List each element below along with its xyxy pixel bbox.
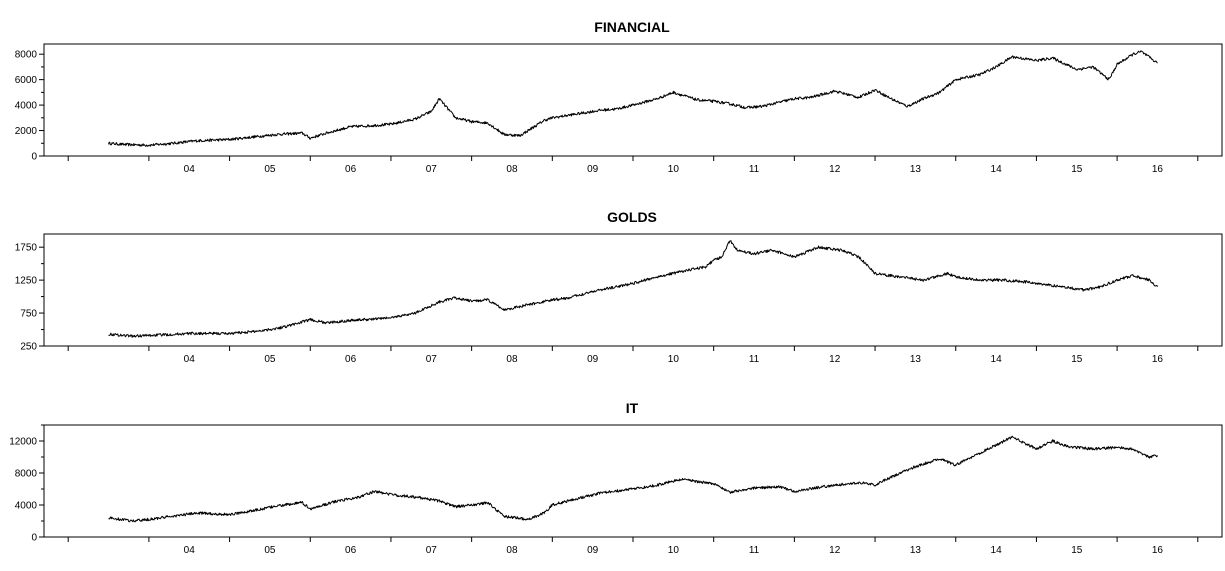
y-tick-label: 2000 (15, 126, 38, 137)
x-tick-label: 04 (184, 545, 196, 556)
y-tick-label: 12000 (9, 437, 37, 448)
chart-it: IT 0 4000 8000 12000 04 05 06 07 08 09 10 11 12 13 14 1… (0, 381, 1225, 571)
chart-title: GOLDS (607, 209, 657, 225)
x-tick-label: 12 (829, 164, 841, 175)
x-tick-label: 06 (345, 545, 357, 556)
y-tick-label: 4000 (15, 501, 38, 512)
series-line (108, 240, 1158, 338)
x-tick-label: 04 (184, 354, 196, 365)
series-line (108, 50, 1158, 147)
x-tick-label: 16 (1152, 164, 1164, 175)
plot-frame (43, 424, 1223, 538)
y-tick-label: 8000 (15, 469, 38, 480)
x-tick-label: 05 (264, 354, 276, 365)
y-tick-label: 4000 (15, 101, 38, 112)
x-tick-label: 14 (991, 545, 1003, 556)
financial-svg: FINANCIAL 0 2000 4000 6000 8000 04 05 06 07 08 09 1… (15, 19, 1223, 175)
x-tick-label: 09 (587, 164, 599, 175)
plot-frame (43, 233, 1223, 347)
x-tick-label: 12 (829, 354, 841, 365)
y-tick-label: 1750 (15, 243, 38, 254)
y-tick-label: 1250 (15, 276, 38, 287)
x-tick-label: 07 (426, 164, 438, 175)
x-tick-label: 16 (1152, 545, 1164, 556)
y-tick-label: 250 (20, 342, 37, 353)
x-tick-label: 14 (991, 354, 1003, 365)
x-tick-label: 10 (668, 164, 680, 175)
x-tick-label: 09 (587, 545, 599, 556)
x-tick-label: 09 (587, 354, 599, 365)
y-tick-label: 750 (20, 309, 37, 320)
x-tick-label: 06 (345, 354, 357, 365)
x-tick-label: 16 (1152, 354, 1164, 365)
golds-svg: GOLDS 250 750 1250 1750 04 05 06 07 08 09 10 11 12 13… (15, 209, 1223, 365)
x-tick-label: 06 (345, 164, 357, 175)
x-tick-label: 10 (668, 545, 680, 556)
x-tick-label: 04 (184, 164, 196, 175)
x-tick-label: 13 (910, 545, 922, 556)
x-tick-label: 11 (749, 164, 760, 175)
chart-title: IT (626, 400, 639, 416)
x-tick-label: 15 (1071, 545, 1083, 556)
x-tick-label: 05 (264, 164, 276, 175)
x-tick-label: 14 (991, 164, 1003, 175)
chart-golds: GOLDS 250 750 1250 1750 04 05 06 07 08 09 10 11 12 13… (0, 190, 1225, 380)
x-tick-label: 08 (506, 545, 518, 556)
x-tick-label: 13 (910, 164, 922, 175)
x-tick-label: 08 (506, 164, 518, 175)
x-tick-label: 11 (749, 545, 760, 556)
series-line (108, 435, 1158, 523)
x-tick-label: 13 (910, 354, 922, 365)
it-svg: IT 0 4000 8000 12000 04 05 06 07 08 09 10 11 12 13 14 1… (9, 400, 1223, 556)
y-tick-label: 0 (31, 533, 37, 544)
x-tick-label: 15 (1071, 354, 1083, 365)
x-tick-label: 11 (749, 354, 760, 365)
x-tick-label: 07 (426, 354, 438, 365)
x-tick-label: 07 (426, 545, 438, 556)
x-tick-label: 05 (264, 545, 276, 556)
x-tick-label: 08 (506, 354, 518, 365)
chart-financial: FINANCIAL 0 2000 4000 6000 8000 04 05 06 07 08 09 1… (0, 0, 1225, 190)
y-tick-label: 8000 (15, 50, 38, 61)
y-tick-label: 0 (31, 152, 37, 163)
x-tick-label: 12 (829, 545, 841, 556)
y-tick-label: 6000 (15, 75, 38, 86)
chart-title: FINANCIAL (594, 19, 670, 35)
x-tick-label: 15 (1071, 164, 1083, 175)
x-tick-label: 10 (668, 354, 680, 365)
